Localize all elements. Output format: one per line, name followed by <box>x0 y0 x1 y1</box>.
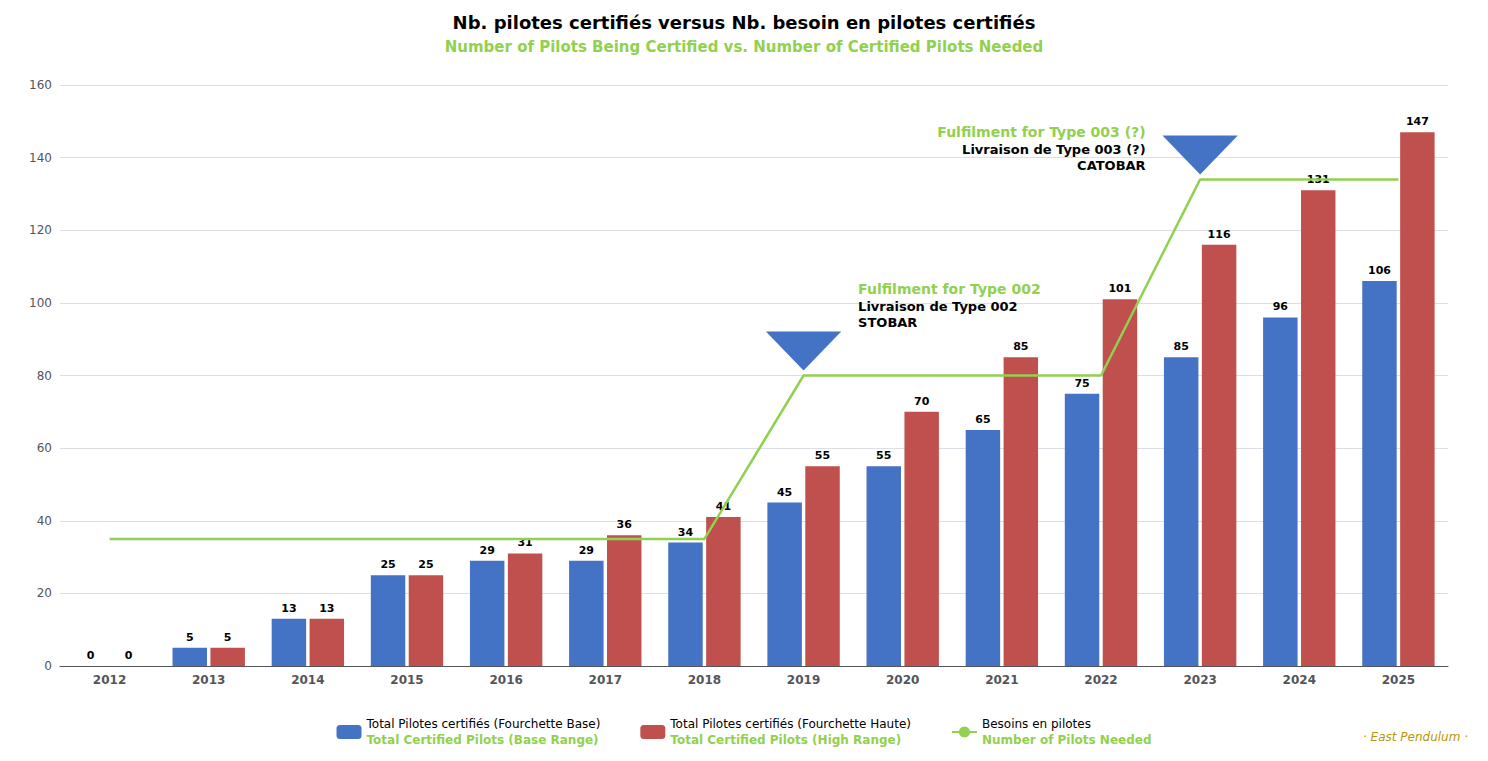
svg-text:85: 85 <box>1174 340 1189 353</box>
svg-text:2022: 2022 <box>1084 673 1117 687</box>
svg-text:41: 41 <box>715 500 731 514</box>
svg-text:Total Pilotes certifiés (Fourc: Total Pilotes certifiés (Fourchette Base… <box>366 717 601 731</box>
svg-text:101: 101 <box>1108 282 1131 295</box>
svg-text:70: 70 <box>914 395 930 408</box>
svg-text:Number of Pilots Needed: Number of Pilots Needed <box>982 733 1152 747</box>
svg-text:2012: 2012 <box>93 673 126 687</box>
svg-text:55: 55 <box>815 449 830 462</box>
svg-text:2016: 2016 <box>489 673 522 687</box>
svg-text:75: 75 <box>1074 377 1089 390</box>
svg-text:29: 29 <box>579 544 594 557</box>
svg-text:140: 140 <box>29 151 52 165</box>
svg-text:2019: 2019 <box>787 673 820 687</box>
svg-text:0: 0 <box>44 659 52 673</box>
svg-text:Total Certified Pilots (High R: Total Certified Pilots (High Range) <box>670 733 901 747</box>
svg-text:45: 45 <box>777 486 792 499</box>
svg-text:Fulfilment for Type 003 (?): Fulfilment for Type 003 (?) <box>937 124 1145 140</box>
svg-text:60: 60 <box>37 441 52 455</box>
svg-text:80: 80 <box>37 369 52 383</box>
svg-text:13: 13 <box>319 602 334 615</box>
svg-text:5: 5 <box>224 631 232 644</box>
svg-text:31: 31 <box>517 536 533 550</box>
svg-text:Total Certified Pilots (Base R: Total Certified Pilots (Base Range) <box>367 733 599 747</box>
svg-text:Nb. pilotes certifiés versus N: Nb. pilotes certifiés versus Nb. besoin … <box>453 12 1036 33</box>
svg-text:Besoins en pilotes: Besoins en pilotes <box>982 717 1091 731</box>
svg-text:2024: 2024 <box>1283 673 1316 687</box>
svg-text:29: 29 <box>480 544 495 557</box>
svg-text:2013: 2013 <box>192 673 225 687</box>
svg-text:CATOBAR: CATOBAR <box>1077 158 1146 173</box>
svg-text:25: 25 <box>380 558 395 571</box>
svg-text:25: 25 <box>418 558 433 571</box>
svg-text:160: 160 <box>29 78 52 92</box>
svg-text:STOBAR: STOBAR <box>858 315 917 330</box>
svg-text:13: 13 <box>281 602 296 615</box>
svg-text:Livraison de Type 002: Livraison de Type 002 <box>858 299 1018 314</box>
svg-text:2017: 2017 <box>589 673 622 687</box>
svg-text:147: 147 <box>1406 115 1429 128</box>
svg-text:106: 106 <box>1368 264 1391 277</box>
svg-text:34: 34 <box>678 526 694 539</box>
svg-text:2021: 2021 <box>985 673 1018 687</box>
svg-text:55: 55 <box>876 449 891 462</box>
svg-text:2025: 2025 <box>1382 673 1415 687</box>
svg-text:120: 120 <box>29 223 52 237</box>
svg-text:65: 65 <box>975 413 990 426</box>
svg-text:Number of Pilots Being Certifi: Number of Pilots Being Certified vs. Num… <box>445 38 1044 56</box>
svg-text:Livraison de Type 003 (?): Livraison de Type 003 (?) <box>962 142 1146 157</box>
svg-text:40: 40 <box>37 514 52 528</box>
svg-text:0: 0 <box>87 649 95 662</box>
svg-text:2018: 2018 <box>688 673 721 687</box>
svg-text:85: 85 <box>1013 340 1028 353</box>
svg-text:2020: 2020 <box>886 673 919 687</box>
svg-text:96: 96 <box>1273 300 1289 313</box>
svg-text:100: 100 <box>29 296 52 310</box>
svg-text:36: 36 <box>617 518 633 531</box>
svg-text:Fulfilment for Type 002: Fulfilment for Type 002 <box>858 281 1041 297</box>
svg-text:0: 0 <box>125 649 133 662</box>
svg-text:· East Pendulum ·: · East Pendulum · <box>1363 730 1468 744</box>
svg-text:2023: 2023 <box>1183 673 1216 687</box>
svg-text:2014: 2014 <box>291 673 324 687</box>
svg-text:Total Pilotes certifiés (Fourc: Total Pilotes certifiés (Fourchette Haut… <box>669 717 911 731</box>
svg-text:20: 20 <box>37 586 52 600</box>
svg-text:116: 116 <box>1208 228 1231 241</box>
svg-text:5: 5 <box>186 631 194 644</box>
svg-text:131: 131 <box>1306 173 1330 187</box>
svg-text:2015: 2015 <box>390 673 423 687</box>
